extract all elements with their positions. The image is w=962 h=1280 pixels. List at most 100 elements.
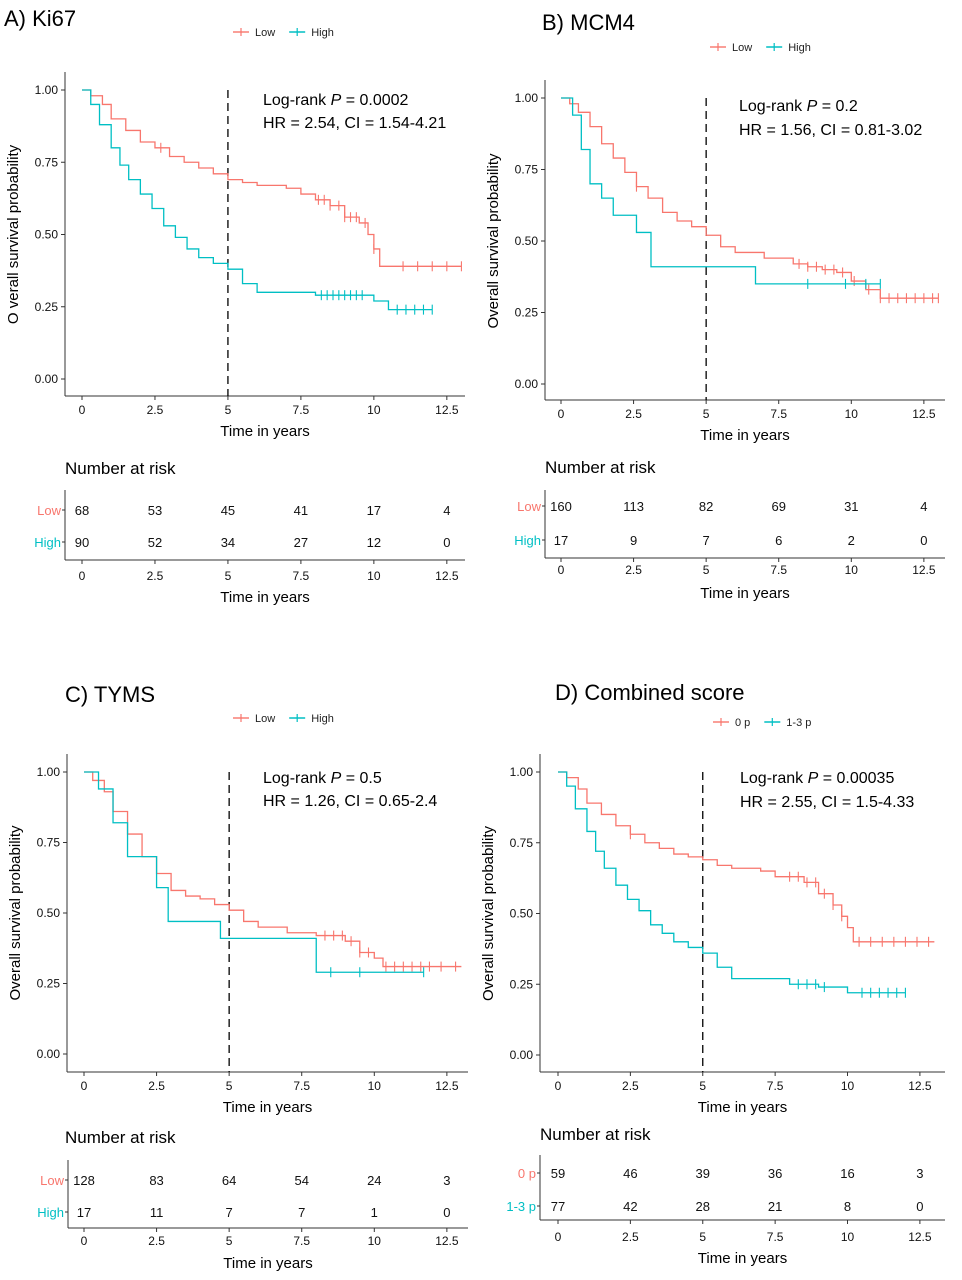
x-tick-label: 5 <box>703 407 710 421</box>
risk-stratum-label: Low <box>517 499 541 514</box>
x-tick-label: 12.5 <box>912 407 936 421</box>
legend-label: High <box>788 42 811 54</box>
risk-count: 1 <box>371 1205 378 1220</box>
risk-count: 2 <box>848 533 855 548</box>
risk-x-tick-label: 10 <box>368 1234 382 1248</box>
x-tick-label: 0 <box>558 407 565 421</box>
risk-x-tick-label: 2.5 <box>147 569 164 583</box>
hazard-ratio-annotation: HR = 2.55, CI = 1.5-4.33 <box>740 794 914 811</box>
km-curve-low <box>82 89 462 267</box>
risk-x-tick-label: 5 <box>699 1230 706 1244</box>
x-tick-label: 10 <box>367 403 381 417</box>
x-tick-label: 5 <box>226 1079 233 1093</box>
legend: Low High <box>233 713 334 725</box>
panel-title: B) MCM4 <box>542 10 635 35</box>
risk-table: Number at risk 0 p 59 46 39 36 16 3 1-3 p 77 42 28 2… <box>506 1125 945 1267</box>
risk-count: 7 <box>226 1205 233 1220</box>
risk-x-tick-label: 0 <box>79 569 86 583</box>
risk-count: 68 <box>75 503 89 518</box>
km-curve-high <box>561 97 881 285</box>
risk-count: 24 <box>367 1173 381 1188</box>
risk-x-tick-label: 12.5 <box>908 1230 932 1244</box>
risk-x-axis-label: Time in years <box>698 1250 787 1267</box>
risk-x-tick-label: 5 <box>226 1234 233 1248</box>
y-tick-label: 0.75 <box>515 163 539 177</box>
risk-x-tick-label: 10 <box>841 1230 855 1244</box>
risk-x-tick-label: 7.5 <box>767 1230 784 1244</box>
risk-x-axis-label: Time in years <box>700 585 789 602</box>
risk-count: 9 <box>630 533 637 548</box>
risk-count: 31 <box>844 499 858 514</box>
y-tick-label: 0.50 <box>37 906 61 920</box>
x-tick-label: 5 <box>699 1079 706 1093</box>
x-tick-label: 7.5 <box>293 1079 310 1093</box>
y-axis-label: Overall survival probability <box>480 825 497 1001</box>
risk-count: 12 <box>367 535 381 550</box>
log-rank-annotation: Log-rank P = 0.2 <box>739 98 858 115</box>
legend-label: Low <box>255 27 275 39</box>
risk-stratum-label: Low <box>37 503 61 518</box>
km-curve-high <box>84 771 424 973</box>
y-tick-label: 1.00 <box>515 91 539 105</box>
y-tick-label: 0.50 <box>515 234 539 248</box>
y-tick-label: 0.25 <box>515 306 539 320</box>
km-panel-1: A) Ki67 Low High 0.00 0.25 0.50 0.75 1.00 0 2.5 5 7… <box>4 6 465 606</box>
x-tick-label: 2.5 <box>148 1079 165 1093</box>
risk-table: Number at risk Low 68 53 45 41 17 4 High 90 52 34 27… <box>34 459 465 606</box>
x-tick-label: 10 <box>368 1079 382 1093</box>
km-panel-3: C) TYMS Low High 0.00 0.25 0.50 0.75 1.00 0 2.5 5 7… <box>7 682 468 1272</box>
risk-count: 3 <box>443 1173 450 1188</box>
risk-x-tick-label: 7.5 <box>293 1234 310 1248</box>
risk-count: 42 <box>623 1199 637 1214</box>
km-panel-4: D) Combined score 0 p 1-3 p 0.00 0.25 0.50 0.7… <box>480 680 945 1267</box>
risk-count: 77 <box>551 1199 565 1214</box>
risk-count: 59 <box>551 1166 565 1181</box>
y-tick-label: 0.50 <box>510 907 534 921</box>
y-tick-label: 1.00 <box>510 765 534 779</box>
x-tick-label: 0 <box>81 1079 88 1093</box>
risk-x-tick-label: 2.5 <box>622 1230 639 1244</box>
legend-label: High <box>311 27 334 39</box>
x-tick-label: 10 <box>845 407 859 421</box>
risk-count: 160 <box>550 499 572 514</box>
legend: Low High <box>233 27 334 39</box>
x-tick-label: 0 <box>555 1079 562 1093</box>
panel-title: C) TYMS <box>65 682 155 707</box>
risk-count: 27 <box>294 535 308 550</box>
risk-count: 6 <box>775 533 782 548</box>
risk-stratum-label: High <box>34 535 61 550</box>
log-rank-annotation: Log-rank P = 0.5 <box>263 770 382 787</box>
risk-count: 28 <box>696 1199 710 1214</box>
km-curve-high <box>82 89 433 311</box>
log-rank-annotation: Log-rank P = 0.00035 <box>740 770 894 787</box>
risk-x-tick-label: 2.5 <box>148 1234 165 1248</box>
hazard-ratio-annotation: HR = 1.56, CI = 0.81-3.02 <box>739 122 922 139</box>
legend-label: 1-3 p <box>786 717 811 729</box>
log-rank-annotation: Log-rank P = 0.0002 <box>263 92 409 109</box>
risk-count: 0 <box>920 533 927 548</box>
y-tick-label: 0.00 <box>35 372 59 386</box>
risk-x-axis-label: Time in years <box>223 1255 312 1272</box>
risk-count: 17 <box>77 1205 91 1220</box>
y-tick-label: 0.25 <box>35 300 59 314</box>
y-tick-label: 0.00 <box>37 1047 61 1061</box>
risk-table: Number at risk Low 160 113 82 69 31 4 High 17 9 7 6 2… <box>514 458 945 602</box>
risk-count: 0 <box>916 1199 923 1214</box>
risk-count: 11 <box>150 1205 164 1220</box>
y-tick-label: 0.25 <box>37 977 61 991</box>
x-tick-label: 5 <box>225 403 232 417</box>
x-tick-label: 0 <box>79 403 86 417</box>
x-tick-label: 2.5 <box>625 407 642 421</box>
risk-count: 64 <box>222 1173 236 1188</box>
risk-x-tick-label: 7.5 <box>770 563 787 577</box>
hazard-ratio-annotation: HR = 1.26, CI = 0.65-2.4 <box>263 793 437 810</box>
risk-count: 34 <box>221 535 235 550</box>
y-axis-label: Overall survival probability <box>485 153 502 329</box>
risk-stratum-label: Low <box>40 1173 64 1188</box>
risk-table: Number at risk Low 128 83 64 54 24 3 High 17 11 7 7 1… <box>37 1128 468 1272</box>
x-tick-label: 12.5 <box>435 1079 459 1093</box>
risk-x-tick-label: 2.5 <box>625 563 642 577</box>
risk-count: 46 <box>623 1166 637 1181</box>
risk-count: 36 <box>768 1166 782 1181</box>
legend-label: 0 p <box>735 717 750 729</box>
